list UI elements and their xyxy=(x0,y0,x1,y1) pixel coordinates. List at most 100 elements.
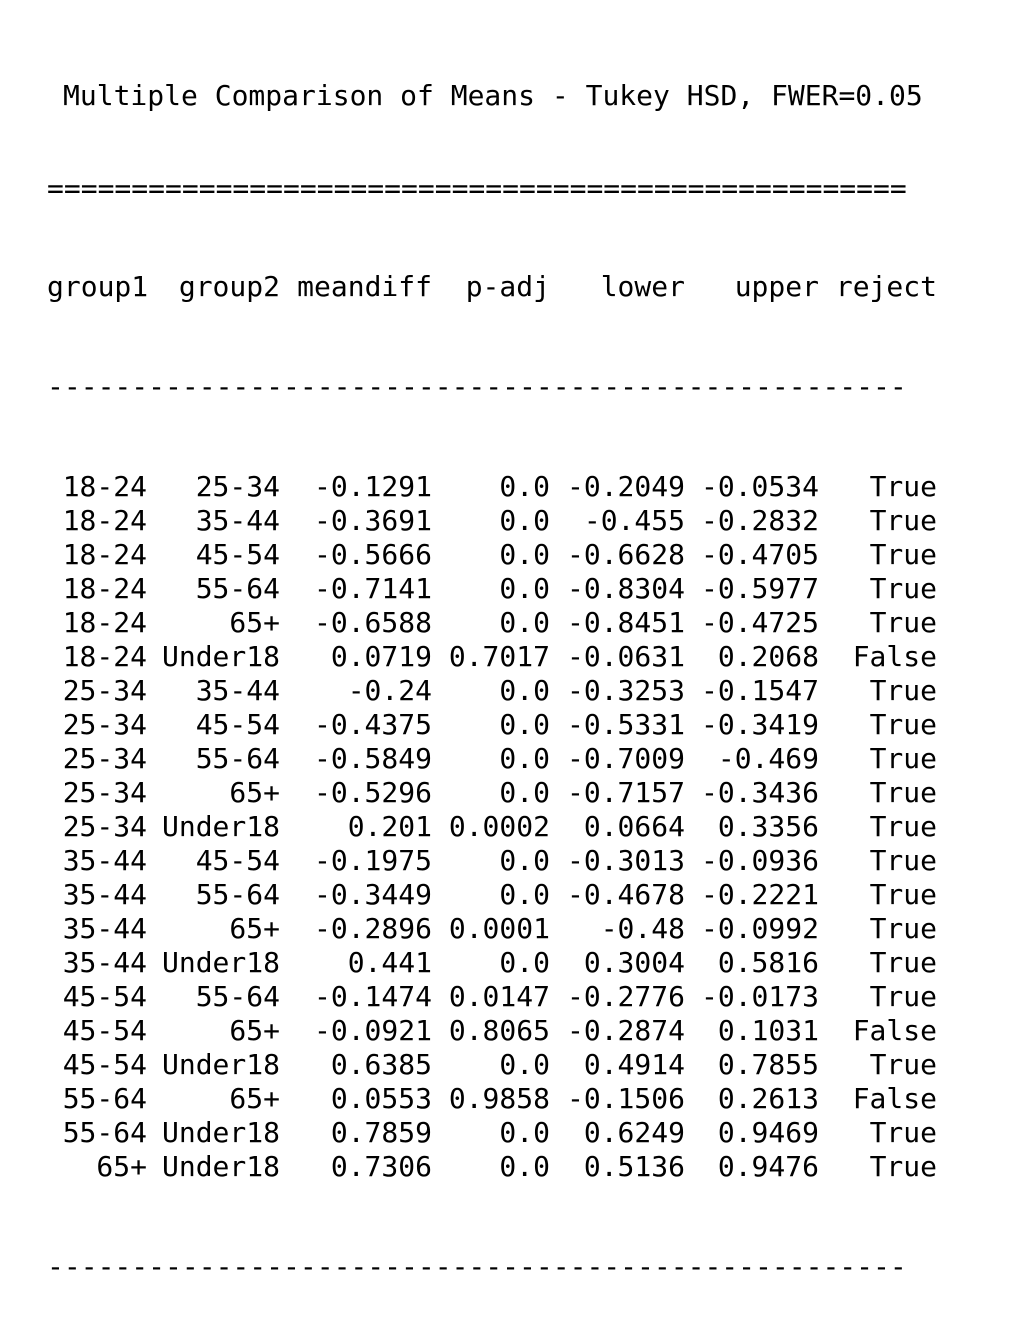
meandiff-cell: -0.6588 xyxy=(313,606,432,639)
p-adj-cell: 0.9858 xyxy=(448,1082,550,1115)
p-adj-cell: 0.0 xyxy=(499,1150,550,1183)
meandiff-cell: 0.6385 xyxy=(330,1048,432,1081)
table-row: 18-24 45-54 -0.5666 0.0 -0.6628 -0.4705 True xyxy=(47,538,937,572)
lower-cell: 0.3004 xyxy=(583,946,685,979)
upper-cell: 0.1031 xyxy=(717,1014,819,1047)
meandiff-cell: -0.5666 xyxy=(313,538,432,571)
column-header-group1: group1 xyxy=(47,270,149,303)
p-adj-cell: 0.0 xyxy=(499,606,550,639)
lower-cell: -0.7009 xyxy=(566,742,685,775)
p-adj-cell: 0.0 xyxy=(499,844,550,877)
meandiff-cell: -0.3691 xyxy=(313,504,432,537)
upper-cell: -0.5977 xyxy=(700,572,819,605)
table-title: Multiple Comparison of Means - Tukey HSD… xyxy=(63,79,923,112)
upper-cell: -0.0534 xyxy=(700,470,819,503)
group1-cell: 65+ xyxy=(96,1150,147,1183)
table-row: 35-44 65+ -0.2896 0.0001 -0.48 -0.0992 True xyxy=(47,912,937,946)
table-row: 25-34 Under18 0.201 0.0002 0.0664 0.3356 True xyxy=(47,810,937,844)
group2-cell: 55-64 xyxy=(195,878,280,911)
upper-cell: -0.1547 xyxy=(700,674,819,707)
meandiff-cell: -0.5296 xyxy=(313,776,432,809)
column-header-lower: lower xyxy=(600,270,685,303)
table-row: 25-34 65+ -0.5296 0.0 -0.7157 -0.3436 True xyxy=(47,776,937,810)
upper-cell: -0.0992 xyxy=(700,912,819,945)
reject-cell: False xyxy=(852,1014,937,1047)
table-row: 35-44 55-64 -0.3449 0.0 -0.4678 -0.2221 True xyxy=(47,878,937,912)
meandiff-cell: -0.0921 xyxy=(313,1014,432,1047)
group2-cell: Under18 xyxy=(161,640,280,673)
group2-cell: 55-64 xyxy=(195,980,280,1013)
column-header-upper: upper xyxy=(734,270,819,303)
meandiff-cell: -0.1975 xyxy=(313,844,432,877)
meandiff-cell: -0.2896 xyxy=(313,912,432,945)
table-row: 18-24 Under18 0.0719 0.7017 -0.0631 0.2068 Fal… xyxy=(47,640,937,674)
upper-cell: -0.4705 xyxy=(700,538,819,571)
lower-cell: -0.0631 xyxy=(566,640,685,673)
p-adj-cell: 0.0 xyxy=(499,674,550,707)
reject-cell: True xyxy=(869,606,937,639)
table-row: 25-34 55-64 -0.5849 0.0 -0.7009 -0.469 True xyxy=(47,742,937,776)
group1-cell: 25-34 xyxy=(62,776,147,809)
reject-cell: True xyxy=(869,1150,937,1183)
group2-cell: 55-64 xyxy=(195,572,280,605)
lower-cell: -0.2874 xyxy=(566,1014,685,1047)
upper-cell: 0.2613 xyxy=(717,1082,819,1115)
lower-cell: -0.8451 xyxy=(566,606,685,639)
p-adj-cell: 0.0 xyxy=(499,504,550,537)
group2-cell: 65+ xyxy=(229,776,280,809)
group2-cell: Under18 xyxy=(161,1048,280,1081)
p-adj-cell: 0.0 xyxy=(499,708,550,741)
reject-cell: True xyxy=(869,946,937,979)
reject-cell: True xyxy=(869,708,937,741)
table-row: 45-54 Under18 0.6385 0.0 0.4914 0.7855 True xyxy=(47,1048,937,1082)
group1-cell: 55-64 xyxy=(62,1082,147,1115)
p-adj-cell: 0.0 xyxy=(499,878,550,911)
table-row: 55-64 65+ 0.0553 0.9858 -0.1506 0.2613 False xyxy=(47,1082,937,1116)
table-row: 35-44 45-54 -0.1975 0.0 -0.3013 -0.0936 True xyxy=(47,844,937,878)
p-adj-cell: 0.0 xyxy=(499,470,550,503)
lower-cell: -0.48 xyxy=(600,912,685,945)
lower-cell: -0.5331 xyxy=(566,708,685,741)
meandiff-cell: -0.7141 xyxy=(313,572,432,605)
reject-cell: True xyxy=(869,912,937,945)
lower-cell: -0.1506 xyxy=(566,1082,685,1115)
group2-cell: Under18 xyxy=(161,946,280,979)
upper-cell: 0.5816 xyxy=(717,946,819,979)
group2-cell: Under18 xyxy=(161,1116,280,1149)
meandiff-cell: -0.5849 xyxy=(313,742,432,775)
lower-cell: -0.7157 xyxy=(566,776,685,809)
group1-cell: 25-34 xyxy=(62,742,147,775)
group2-cell: 45-54 xyxy=(195,538,280,571)
meandiff-cell: -0.24 xyxy=(347,674,432,707)
upper-cell: 0.9476 xyxy=(717,1150,819,1183)
group2-cell: 45-54 xyxy=(195,708,280,741)
lower-cell: -0.3253 xyxy=(566,674,685,707)
group1-cell: 18-24 xyxy=(62,640,147,673)
upper-cell: 0.7855 xyxy=(717,1048,819,1081)
group2-cell: 65+ xyxy=(229,1082,280,1115)
p-adj-cell: 0.8065 xyxy=(448,1014,550,1047)
reject-cell: True xyxy=(869,1116,937,1149)
group1-cell: 25-34 xyxy=(62,708,147,741)
group2-cell: 35-44 xyxy=(195,504,280,537)
reject-cell: True xyxy=(869,844,937,877)
meandiff-cell: 0.0719 xyxy=(330,640,432,673)
p-adj-cell: 0.0 xyxy=(499,1116,550,1149)
p-adj-cell: 0.0 xyxy=(499,742,550,775)
upper-cell: -0.0936 xyxy=(700,844,819,877)
meandiff-cell: 0.7306 xyxy=(330,1150,432,1183)
upper-cell: -0.469 xyxy=(717,742,819,775)
meandiff-cell: -0.1474 xyxy=(313,980,432,1013)
group2-cell: 65+ xyxy=(229,912,280,945)
column-header-group2: group2 xyxy=(178,270,280,303)
table-row: 18-24 25-34 -0.1291 0.0 -0.2049 -0.0534 True xyxy=(47,470,937,504)
lower-cell: -0.2776 xyxy=(566,980,685,1013)
group1-cell: 55-64 xyxy=(62,1116,147,1149)
reject-cell: True xyxy=(869,504,937,537)
p-adj-cell: 0.0 xyxy=(499,776,550,809)
reject-cell: True xyxy=(869,980,937,1013)
table-row: 25-34 45-54 -0.4375 0.0 -0.5331 -0.3419 True xyxy=(47,708,937,742)
upper-cell: -0.2221 xyxy=(700,878,819,911)
tukey-hsd-summary-table: Multiple Comparison of Means - Tukey HSD… xyxy=(47,12,937,1317)
p-adj-cell: 0.0 xyxy=(499,946,550,979)
